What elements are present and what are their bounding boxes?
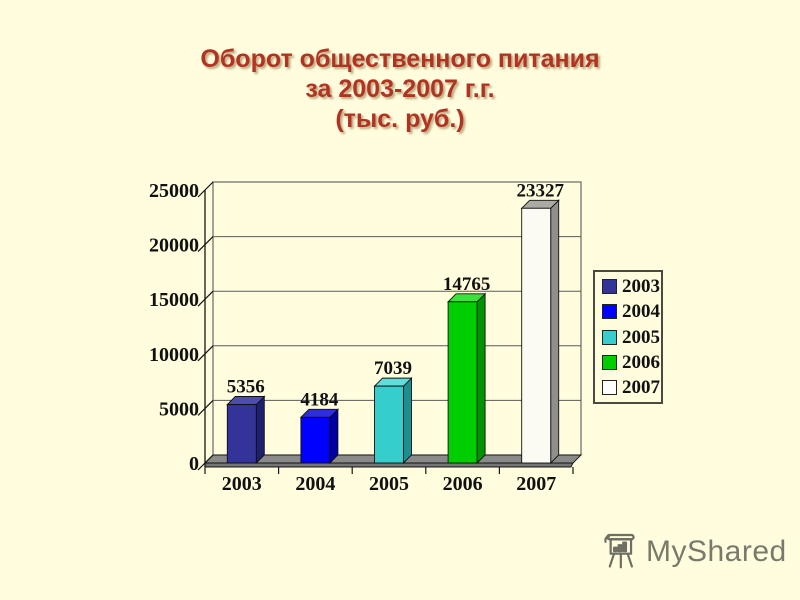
watermark-text: MyShared [646,535,787,568]
legend-swatch [602,304,617,320]
legend-item: 2004 [602,302,661,321]
bar-2003 [226,404,257,464]
legend-label: 2004 [622,301,660,323]
legend-label: 2003 [622,276,660,297]
bar-2005 [374,385,404,464]
bar-2007 [521,207,552,464]
y-tick-label: 15000 [149,289,199,311]
title-line-3: (тыс. руб.) [335,105,465,133]
legend-label: 2006 [622,351,660,373]
y-tick-label: 10000 [149,344,199,366]
presentation-easel-icon [604,533,635,569]
bar-side-2007 [550,199,560,465]
chart-legend: 2003 2004 2005 2006 2007 [593,270,663,404]
legend-item: 2003 [602,277,661,296]
x-category-label: 2005 [369,473,409,495]
y-tick [197,345,214,362]
legend-swatch [602,279,617,294]
y-tick [197,181,214,198]
y-tick-label: 20000 [149,235,199,257]
y-tick-label: 25000 [149,180,199,202]
x-category-label: 2006 [443,473,483,495]
title-line-1: Оборот общественного питания [200,45,600,73]
bar-side-2003 [255,395,265,465]
legend-label: 2007 [622,377,660,398]
bar-value-label: 4184 [300,389,339,410]
y-tick-label: 5000 [159,398,199,420]
myshared-watermark[interactable]: MyShared [603,532,787,572]
x-category-label: 2003 [222,473,262,495]
x-category-label: 2004 [295,473,335,495]
bar-value-label: 5356 [227,377,265,398]
floor-front [204,462,574,468]
legend-label: 2005 [622,326,660,348]
bar-chart-3d: 0 5000 10000 15000 20000 25000 5356 2003 4184 200… [149,180,583,495]
legend-swatch [602,380,617,395]
bar-side-2005 [403,377,412,465]
title-line-2: за 2003-2007 г.г. [305,75,495,103]
bar-side-2004 [329,408,339,465]
y-tick [197,454,214,471]
legend-item: 2007 [602,378,661,397]
legend-swatch [602,354,617,370]
bar-value-label: 14765 [443,274,491,295]
chart-title: Оборот общественного питания за 2003-200… [0,44,800,134]
x-category-label: 2007 [516,473,556,495]
bar-2006 [447,301,478,464]
bar-side-2006 [476,292,486,465]
legend-item: 2005 [602,328,661,347]
bar-2004 [300,416,331,464]
y-tick [197,236,214,253]
y-tick-label: 0 [189,453,199,475]
legend-swatch [602,329,617,345]
y-tick [197,290,214,307]
y-tick [197,399,214,416]
bar-value-label: 23327 [516,180,564,201]
legend-item: 2006 [602,353,661,372]
bar-value-label: 7039 [374,358,412,379]
